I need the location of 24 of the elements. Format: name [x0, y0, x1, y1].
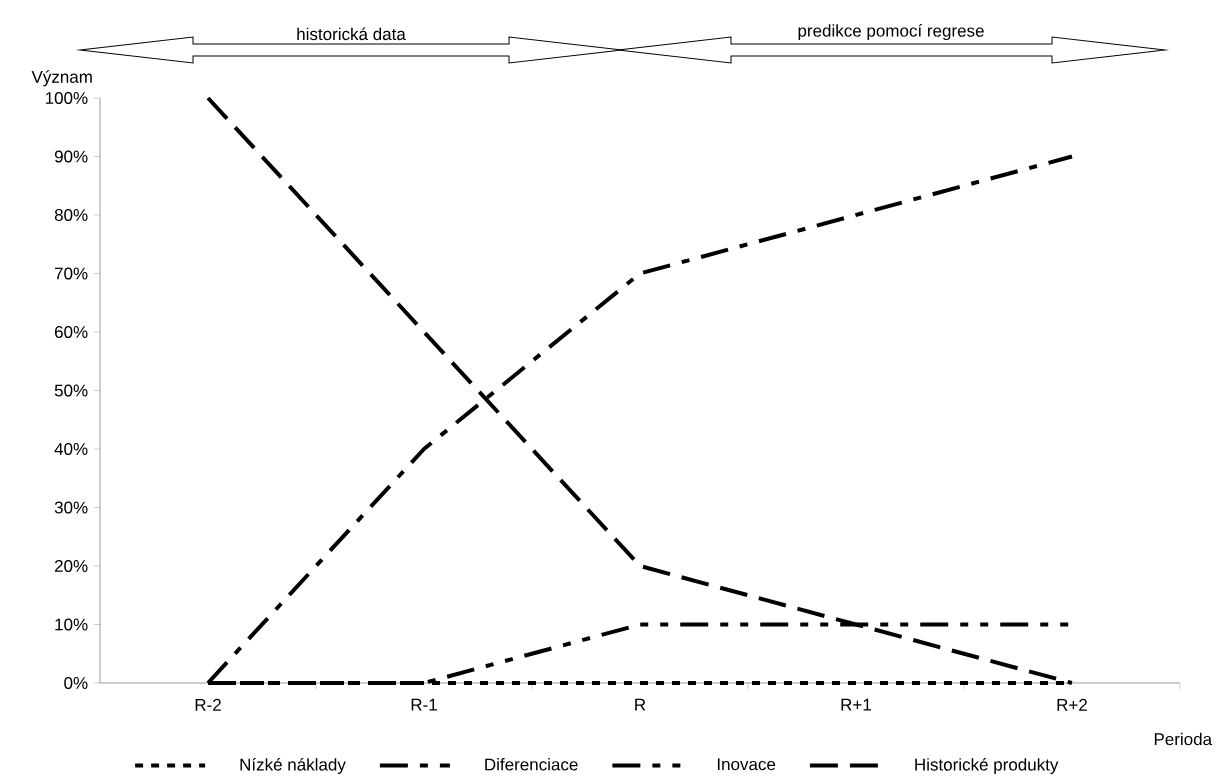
y-tick-label: 20%	[54, 559, 88, 573]
text: historická data	[297, 27, 406, 41]
y-tick-label: 90%	[54, 150, 88, 163]
legend-label: Diferenciace	[485, 758, 578, 771]
y-tick-label: 70%	[54, 267, 88, 280]
x-tick-label: R-1	[411, 698, 437, 711]
y-tick-label: 30%	[54, 501, 88, 514]
text: predikce pomocí regrese	[798, 24, 984, 41]
y-tick-label: 100%	[45, 91, 88, 105]
x-tick-label: R	[635, 698, 646, 711]
x-axis-title: Perioda	[1154, 732, 1213, 746]
y-tick-label: 10%	[55, 618, 88, 631]
y-tick-label: 80%	[54, 208, 88, 222]
legend-label: Inovace	[717, 758, 776, 771]
y-tick-label: 40%	[54, 442, 88, 456]
legend-label: Nízké náklady	[240, 757, 346, 774]
x-tick-label: R-2	[195, 698, 221, 711]
y-axis-title: Význam	[31, 70, 92, 87]
x-tick-label: R+1	[841, 698, 871, 711]
y-tick-label: 0%	[64, 676, 88, 690]
legend-label: Historické produkty	[915, 757, 1059, 774]
y-tick-label: 60%	[54, 325, 88, 339]
y-tick-label: 50%	[54, 384, 88, 397]
x-tick-label: R+2	[1057, 698, 1087, 711]
